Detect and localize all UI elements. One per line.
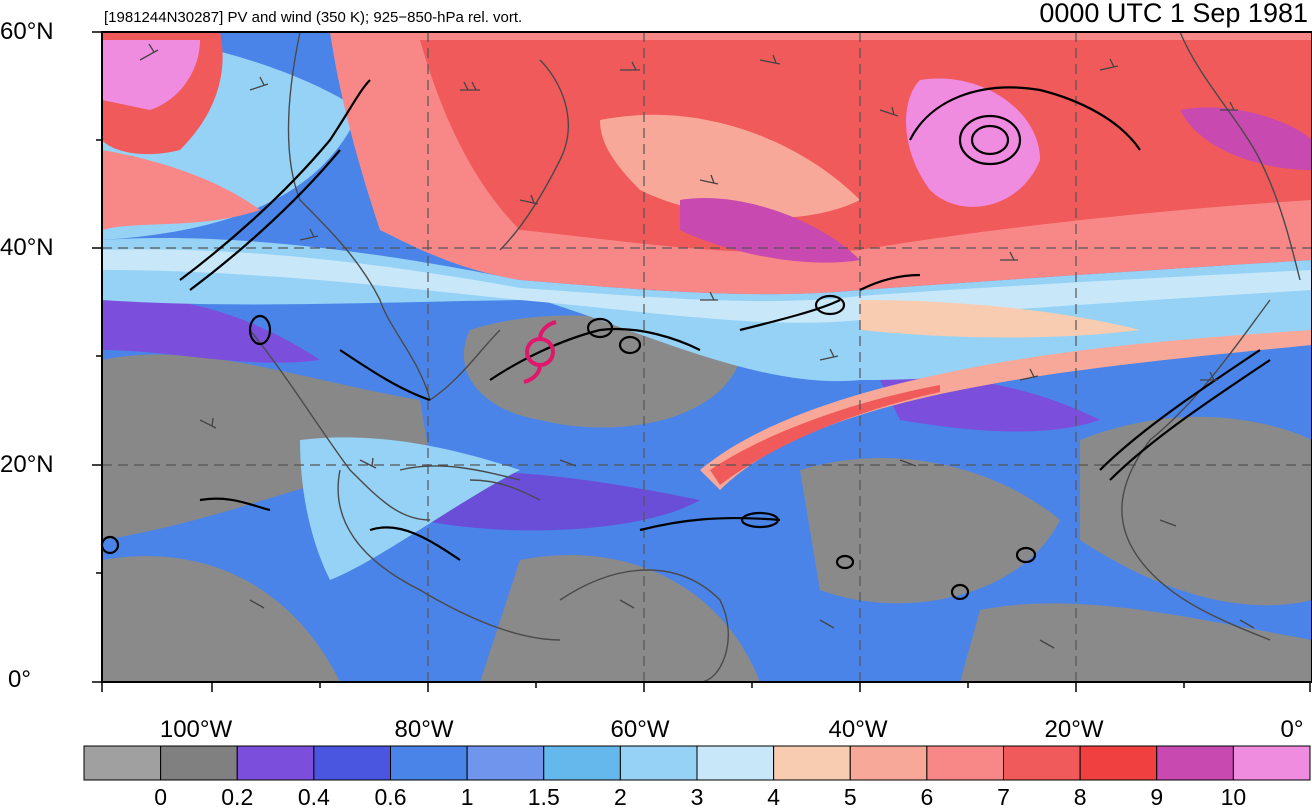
lon-label-40w: 40°W xyxy=(828,716,888,743)
colorbar-swatch xyxy=(696,745,775,781)
lon-label-0: 0° xyxy=(1280,716,1304,743)
colorbar-swatch xyxy=(390,745,468,781)
colorbar-label: 3 xyxy=(690,784,704,810)
colorbar-swatch xyxy=(619,745,698,781)
colorbar-swatch xyxy=(160,745,238,781)
colorbar-swatch xyxy=(926,745,1004,781)
colorbar-label: 1.5 xyxy=(527,784,560,810)
map-title: [1981244N30287] PV and wind (350 K); 925… xyxy=(104,9,523,26)
map-frame xyxy=(101,31,1312,683)
colorbar-label: 7 xyxy=(997,784,1010,810)
colorbar-swatch xyxy=(849,745,928,781)
lon-label-100w: 100°W xyxy=(159,716,233,743)
colorbar-label: 9 xyxy=(1150,784,1164,810)
colorbar-swatch xyxy=(773,745,851,781)
colorbar-label: 1 xyxy=(460,784,474,810)
colorbar-label: 4 xyxy=(767,784,781,810)
lon-label-60w: 60°W xyxy=(610,716,670,743)
lat-label-60n: 60°N xyxy=(0,18,54,45)
colorbar-swatch xyxy=(466,745,545,781)
wind-barbs xyxy=(139,43,1255,649)
colorbar-swatch xyxy=(543,745,621,781)
colorbar-label: 8 xyxy=(1073,784,1087,810)
colorbar-label: 10 xyxy=(1220,784,1247,810)
pv-field xyxy=(102,32,1312,682)
colorbar-swatch xyxy=(83,745,162,781)
colorbar-label: 0 xyxy=(154,784,168,810)
lon-label-20w: 20°W xyxy=(1044,716,1104,743)
colorbar-swatch xyxy=(1156,745,1234,781)
colorbar-swatch xyxy=(1003,745,1081,781)
colorbar-label: 0.6 xyxy=(374,784,407,810)
colorbar-label: 0.2 xyxy=(221,784,254,810)
map-timestamp: 0000 UTC 1 Sep 1981 xyxy=(1039,0,1308,28)
colorbar-label: 0.4 xyxy=(297,784,330,810)
vorticity-contours xyxy=(100,79,1271,601)
colorbar-label: 2 xyxy=(613,784,627,810)
axis-ticks xyxy=(92,31,1311,692)
colorbar-swatch xyxy=(313,745,391,781)
lat-label-20n: 20°N xyxy=(0,451,54,478)
lon-label-80w: 80°W xyxy=(394,716,454,743)
colorbar-label: 5 xyxy=(843,784,857,810)
colorbar-label: 6 xyxy=(920,784,934,810)
lat-lon-grid xyxy=(102,32,1312,682)
lat-label-40n: 40°N xyxy=(0,234,54,261)
colorbar-swatch xyxy=(1232,745,1311,781)
colorbar xyxy=(83,745,1311,781)
colorbar-swatch xyxy=(236,745,315,781)
coastlines xyxy=(249,31,1301,683)
lat-label-0: 0° xyxy=(8,666,31,693)
colorbar-swatch xyxy=(1079,745,1158,781)
tropical-cyclone-icon xyxy=(523,320,557,384)
